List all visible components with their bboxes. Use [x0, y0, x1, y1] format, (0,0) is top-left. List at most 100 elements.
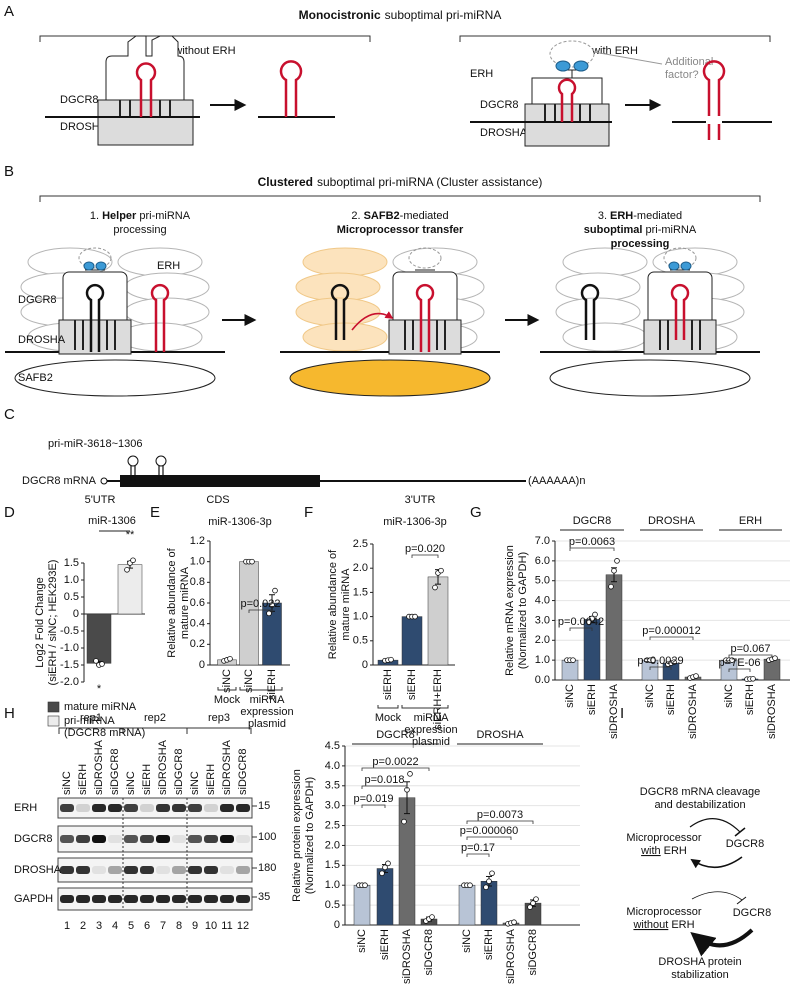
- y-tick-label: 4.0: [325, 760, 340, 772]
- replicate-label: rep3: [208, 712, 230, 724]
- y-tick-label: 4.5: [325, 740, 340, 752]
- factor-label: Additional factor?: [665, 56, 713, 81]
- legend-swatch: [47, 701, 60, 713]
- panel-label: F: [304, 504, 313, 521]
- step-text: SAFB2: [364, 210, 400, 222]
- legend-label: (DGCR8 mRNA): [64, 727, 145, 739]
- step-text: 1.: [90, 210, 99, 222]
- y-tick-label: 1.0: [535, 654, 550, 666]
- plasmid-label: Mock: [375, 712, 402, 724]
- y-tick-label: -1.5: [60, 659, 79, 671]
- y-axis-label: Log2 Fold Change: [34, 577, 46, 668]
- data-point: [407, 771, 413, 777]
- panel-label: I: [620, 705, 624, 722]
- bracket: [186, 727, 252, 734]
- hairpin: [702, 60, 726, 116]
- x-tick-label: siNC: [356, 929, 368, 953]
- group-label: DGCR8: [376, 729, 415, 741]
- blot-frame: [57, 825, 253, 853]
- protein-label: ERH: [157, 260, 180, 272]
- hairpin-loop: [155, 455, 167, 467]
- hairpin-stem: [130, 466, 164, 481]
- band: [156, 804, 170, 812]
- panel-label: E: [150, 504, 160, 521]
- band: [124, 895, 138, 903]
- data-point: [614, 558, 620, 564]
- step-label: suboptimal pri-miRNA: [584, 224, 697, 236]
- y-tick-label: 0.4: [190, 618, 205, 630]
- lane-label: siERH: [205, 764, 217, 795]
- p-bracket: [466, 853, 490, 857]
- data-point: [511, 919, 517, 926]
- mirna-label: pri-miR-3618~1306: [48, 438, 142, 450]
- erh-outline: [408, 247, 442, 269]
- protein-label: DROSHA: [60, 121, 108, 133]
- region-label: 3'UTR: [405, 494, 436, 506]
- band: [140, 804, 154, 812]
- y-tick-label: 1.5: [353, 586, 368, 598]
- protein-label: DROSHA: [18, 334, 66, 346]
- marker-label: 35: [258, 891, 270, 903]
- plasmid-label: plasmid: [412, 736, 450, 748]
- panel-label: G: [470, 504, 482, 521]
- cap: [100, 477, 108, 485]
- lane-label: siNC: [125, 771, 137, 795]
- p-value: p=0.0022: [372, 756, 418, 768]
- plasmid-bracket: [377, 705, 399, 709]
- data-point: [467, 882, 473, 889]
- data-point: [227, 655, 233, 662]
- hairpin: [670, 283, 690, 340]
- p-bracket: [361, 767, 430, 771]
- band: [76, 835, 90, 843]
- band: [156, 866, 170, 874]
- data-point: [272, 587, 278, 594]
- y-axis-label: mature miRNA: [179, 566, 191, 639]
- y-tick-label: 0.2: [190, 638, 205, 650]
- bar: [401, 616, 423, 666]
- band: [156, 895, 170, 903]
- step-text: Microprocessor transfer: [337, 224, 464, 236]
- panel-label: B: [4, 163, 14, 180]
- legend-label: pri-miRNA: [64, 715, 115, 727]
- step-text: 3.: [598, 210, 607, 222]
- band: [220, 835, 234, 843]
- x-tick-label: siERH: [379, 929, 391, 960]
- data-point: [99, 661, 105, 667]
- erh-outline: [663, 247, 697, 269]
- band: [172, 804, 186, 812]
- panel-title: Clustered suboptimal pri-miRNA (Cluster a…: [258, 175, 543, 189]
- band: [108, 835, 122, 843]
- lane-label: siDROSHA: [221, 739, 233, 795]
- data-point: [432, 584, 438, 591]
- step-text: ERH: [610, 210, 633, 222]
- blot-frame: [57, 887, 253, 911]
- erh-shape: [83, 261, 95, 271]
- title-part: suboptimal pri-miRNA (Cluster assistance…: [317, 175, 542, 189]
- title-part: suboptimal pri-miRNA: [385, 8, 502, 22]
- protein-label: DGCR8: [480, 99, 519, 111]
- drosha-domain: [544, 104, 591, 122]
- complex-label: Microprocessor: [626, 906, 702, 918]
- y-tick-label: 0.6: [190, 597, 205, 609]
- title-part: Clustered: [258, 175, 313, 189]
- blot-frame: [57, 797, 253, 819]
- replicate-label: rep2: [144, 712, 166, 724]
- x-tick-label: siNC: [243, 669, 255, 693]
- marker-label: 15: [258, 800, 270, 812]
- erh-shape: [668, 261, 680, 271]
- data-point: [486, 878, 492, 885]
- factor-outline: [549, 40, 595, 68]
- lane-label: siDGCR8: [237, 749, 249, 795]
- lane-label: siERH: [77, 764, 89, 795]
- title-part: Monocistronic: [299, 8, 381, 22]
- drosha-domain: [119, 100, 171, 117]
- p-value: p=7E-06: [719, 657, 761, 669]
- complex-part: ERH: [664, 845, 687, 857]
- cluster-lobe: [302, 247, 388, 277]
- cluster-lobe: [124, 297, 210, 327]
- x-tick-label: siERH: [744, 684, 756, 715]
- heading: without ERH: [173, 45, 235, 57]
- x-tick-label: siERH: [665, 684, 677, 715]
- step-text: 2.: [351, 210, 360, 222]
- cluster-lobe: [555, 297, 641, 327]
